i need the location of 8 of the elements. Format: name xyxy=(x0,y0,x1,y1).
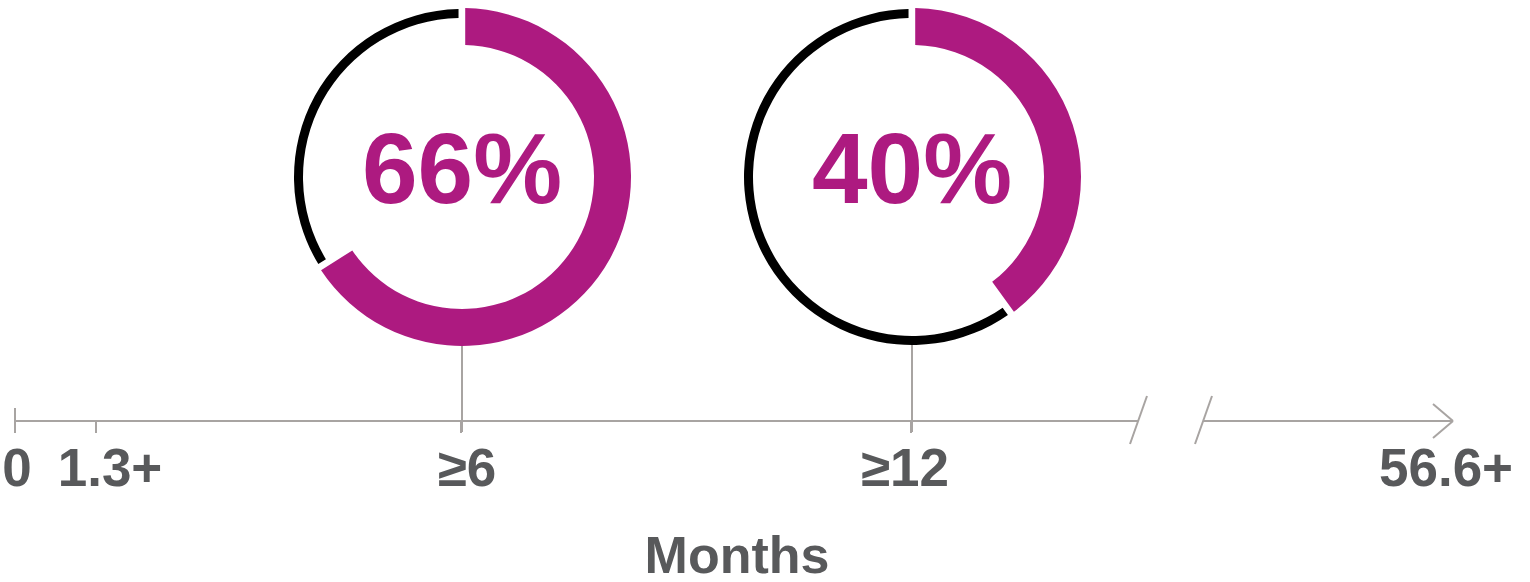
text: 0 xyxy=(2,438,32,497)
text: ≥12 xyxy=(860,438,950,497)
text: Months xyxy=(644,526,830,582)
text: ≥6 xyxy=(437,438,497,497)
data-label: 66% xyxy=(361,112,563,224)
text: 1.3+ xyxy=(57,438,163,497)
text: 56.6+ xyxy=(1378,438,1514,497)
data-label: 40% xyxy=(811,112,1013,224)
